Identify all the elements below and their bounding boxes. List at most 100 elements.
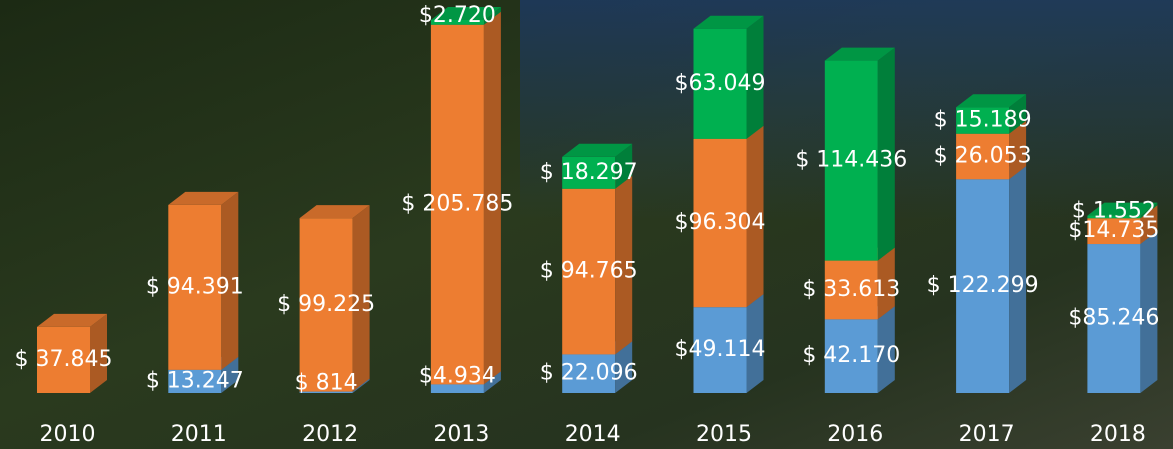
bar-front xyxy=(562,156,616,189)
bar-segment xyxy=(299,205,370,392)
bar-segment xyxy=(37,313,107,393)
bar-front xyxy=(824,319,878,393)
x-tick-label: 2012 xyxy=(302,422,358,447)
bar-front xyxy=(299,218,353,392)
bar-side xyxy=(877,306,895,393)
bar-top xyxy=(299,205,370,219)
data-label: $ 22.096 xyxy=(540,361,638,386)
bar-segment xyxy=(168,191,239,370)
bar-front xyxy=(168,204,222,370)
bar-side xyxy=(746,294,764,393)
bar-top xyxy=(956,94,1027,108)
x-tick-label: 2013 xyxy=(433,422,489,447)
bar-front xyxy=(37,326,90,393)
bar-side xyxy=(1140,231,1158,393)
data-label: $2.720 xyxy=(419,3,496,28)
bar-side xyxy=(483,11,501,385)
bar-front xyxy=(430,24,484,385)
bar-side xyxy=(483,7,501,25)
bar-segment xyxy=(824,47,895,261)
data-label: $ 94.391 xyxy=(146,274,244,299)
bar-front xyxy=(693,307,747,393)
data-label: $ 13.247 xyxy=(146,368,244,393)
data-label: $4.934 xyxy=(419,363,496,388)
bar-side xyxy=(221,356,239,393)
bar-front xyxy=(1087,244,1141,393)
bar-top xyxy=(430,7,501,20)
bar-front xyxy=(562,354,616,393)
bar-side xyxy=(1009,120,1027,180)
bar-side xyxy=(746,125,764,308)
bar-front xyxy=(299,391,353,393)
data-label: $85.246 xyxy=(1068,306,1159,331)
data-label: $63.049 xyxy=(675,71,766,96)
bar-front xyxy=(956,107,1010,134)
x-tick-label: 2017 xyxy=(959,422,1015,447)
bar-front xyxy=(693,138,747,308)
bar-side xyxy=(1140,205,1158,245)
x-tick-label: 2016 xyxy=(827,422,883,447)
bar-front xyxy=(1087,215,1141,219)
bar-front xyxy=(430,20,484,25)
data-label: $96.304 xyxy=(675,210,766,235)
bar-side xyxy=(877,247,895,320)
bar-segment xyxy=(693,15,764,139)
bar-top xyxy=(168,191,239,205)
data-label: $ 114.436 xyxy=(795,148,907,173)
data-label: $ 26.053 xyxy=(934,144,1032,169)
data-label: $ 94.765 xyxy=(540,259,638,284)
data-label: $ 18.297 xyxy=(540,160,638,185)
bar-top xyxy=(824,47,895,61)
bar-top xyxy=(37,313,107,327)
x-tick-label: 2010 xyxy=(40,422,96,447)
bar-side xyxy=(483,371,501,393)
x-tick-label: 2018 xyxy=(1090,422,1146,447)
bar-top xyxy=(562,143,633,157)
bar-top xyxy=(1087,202,1158,216)
bar-side xyxy=(352,378,370,393)
bar-front xyxy=(956,179,1010,393)
data-label: $14.735 xyxy=(1068,218,1159,243)
bar-side xyxy=(877,47,895,261)
bar-front xyxy=(1087,218,1141,245)
bar-front xyxy=(562,188,616,355)
data-label: $ 99.225 xyxy=(277,292,375,317)
data-label: $ 814 xyxy=(295,371,358,396)
bar-side xyxy=(615,143,633,189)
bar-top xyxy=(693,15,764,29)
data-label: $ 33.613 xyxy=(802,277,900,302)
bar-front xyxy=(693,28,747,139)
bar-side xyxy=(1009,166,1027,393)
bar-segment xyxy=(430,7,501,25)
data-label: $ 1.552 xyxy=(1072,199,1156,224)
x-tick-label: 2015 xyxy=(696,422,752,447)
data-label: $ 122.299 xyxy=(927,273,1039,298)
data-label: $ 37.845 xyxy=(15,347,113,372)
bar-front xyxy=(824,60,878,261)
bar-front xyxy=(824,260,878,320)
x-tick-label: 2014 xyxy=(565,422,621,447)
bar-side xyxy=(352,205,370,392)
bar-segment xyxy=(1087,202,1158,219)
bar-segment xyxy=(430,11,501,385)
bar-side xyxy=(615,341,633,393)
bar-side xyxy=(615,175,633,355)
bar-side xyxy=(746,15,764,139)
data-label: $ 15.189 xyxy=(934,107,1032,132)
bar-front xyxy=(168,369,222,393)
plot-area: 2010 2011 2012 2013 2014 2015 2016 2017 2018 $ 37… xyxy=(15,3,1160,447)
data-label: $ 205.785 xyxy=(401,192,513,217)
bar-segment xyxy=(956,94,1027,134)
bar-front xyxy=(956,133,1010,180)
bar-segment xyxy=(562,143,633,189)
bar-segment xyxy=(562,175,633,355)
bar-side xyxy=(221,191,239,370)
bar-side xyxy=(1009,94,1027,134)
bar-side xyxy=(1140,202,1158,219)
data-label: $ 42.170 xyxy=(802,343,900,368)
x-tick-label: 2011 xyxy=(171,422,227,447)
bar-front xyxy=(430,384,484,393)
bar-side xyxy=(90,313,107,393)
data-label: $49.114 xyxy=(675,337,766,362)
